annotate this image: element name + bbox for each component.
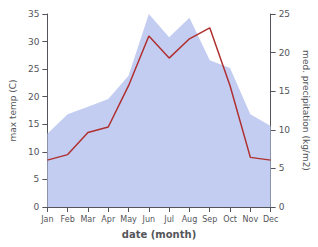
svg-text:15: 15 xyxy=(28,119,39,129)
svg-text:10: 10 xyxy=(279,125,291,135)
svg-text:Oct: Oct xyxy=(223,215,237,224)
svg-text:Mar: Mar xyxy=(80,215,96,224)
svg-text:35: 35 xyxy=(28,9,39,19)
svg-text:25: 25 xyxy=(279,9,290,19)
svg-text:5: 5 xyxy=(34,174,40,184)
svg-text:Jun: Jun xyxy=(142,215,156,224)
svg-text:Jan: Jan xyxy=(40,215,53,224)
svg-text:30: 30 xyxy=(28,37,40,47)
svg-text:Feb: Feb xyxy=(61,215,75,224)
svg-text:20: 20 xyxy=(279,48,291,58)
svg-text:Jul: Jul xyxy=(163,215,174,224)
svg-text:Dec: Dec xyxy=(263,215,278,224)
svg-text:0: 0 xyxy=(34,202,40,212)
svg-text:25: 25 xyxy=(28,64,39,74)
svg-text:10: 10 xyxy=(28,147,40,157)
svg-text:Apr: Apr xyxy=(101,215,116,224)
svg-text:Nov: Nov xyxy=(243,215,259,224)
svg-text:Aug: Aug xyxy=(182,215,198,224)
svg-text:med. precipitation (kg/m2): med. precipitation (kg/m2) xyxy=(301,50,311,171)
svg-text:max temp (C): max temp (C) xyxy=(8,79,18,141)
svg-text:Sep: Sep xyxy=(202,215,217,224)
svg-text:0: 0 xyxy=(279,202,285,212)
svg-text:20: 20 xyxy=(28,92,40,102)
svg-text:date (month): date (month) xyxy=(122,229,196,240)
svg-text:5: 5 xyxy=(279,163,285,173)
svg-text:15: 15 xyxy=(279,86,290,96)
svg-text:May: May xyxy=(120,215,137,224)
